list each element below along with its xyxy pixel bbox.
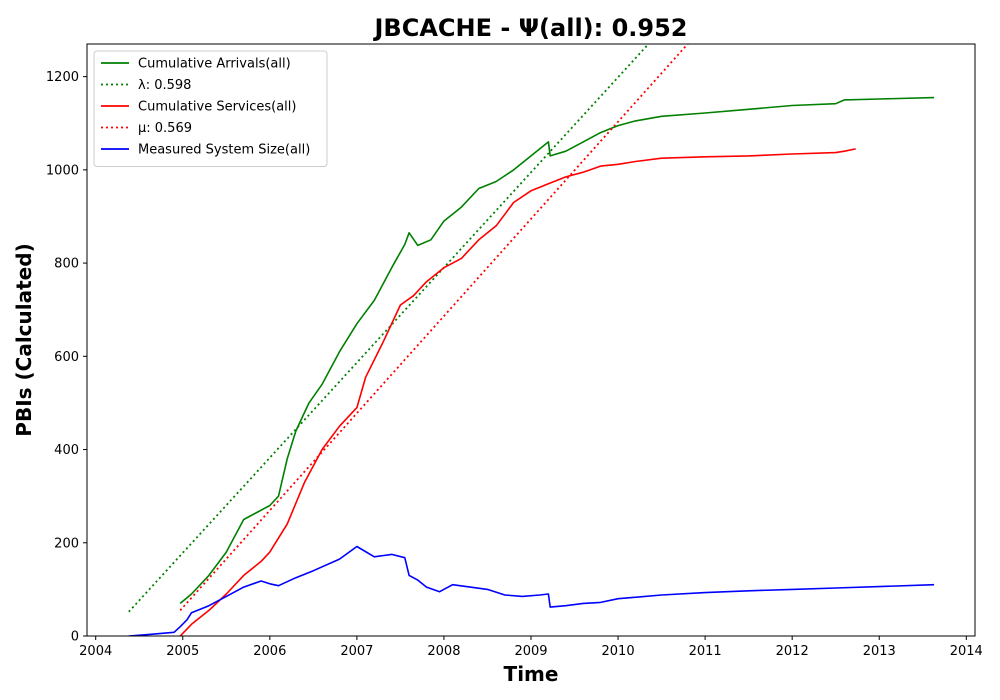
series-line-3 — [179, 44, 689, 612]
y-tick-label: 1000 — [46, 163, 79, 178]
legend-label-3: μ: 0.569 — [138, 121, 192, 136]
legend: Cumulative Arrivals(all) λ: 0.598 Cumulati… — [93, 50, 328, 167]
y-axis: 0 200 400 600 800 1000 1200 — [46, 70, 87, 645]
x-tick-label: 2011 — [689, 644, 722, 659]
y-tick-label: 400 — [54, 443, 79, 458]
series-line-4 — [128, 545, 935, 636]
x-tick-label: 2006 — [253, 644, 286, 659]
series-line-1 — [128, 44, 650, 613]
legend-label-1: λ: 0.598 — [138, 78, 191, 93]
y-tick-label: 600 — [54, 350, 79, 365]
x-axis: 2004 2005 2006 2007 2008 2009 2010 2011 2012 2013… — [79, 636, 983, 659]
y-axis-label: PBIs (Calculated) — [12, 243, 36, 436]
legend-label-2: Cumulative Services(all) — [138, 100, 296, 115]
series-line-2 — [179, 148, 856, 636]
x-axis-label: Time — [504, 662, 559, 686]
y-tick-label: 800 — [54, 257, 79, 272]
series-line-0 — [179, 96, 935, 605]
x-tick-label: 2005 — [166, 644, 199, 659]
x-tick-label: 2014 — [950, 644, 983, 659]
x-tick-label: 2007 — [340, 644, 373, 659]
legend-label-4: Measured System Size(all) — [138, 143, 310, 158]
plot-frame — [86, 43, 976, 637]
legend-box — [93, 50, 328, 167]
y-tick-label: 0 — [71, 630, 79, 645]
x-tick-label: 2004 — [79, 644, 112, 659]
y-tick-label: 200 — [54, 536, 79, 551]
x-tick-label: 2010 — [602, 644, 635, 659]
x-tick-label: 2009 — [514, 644, 547, 659]
y-tick-label: 1200 — [46, 70, 79, 85]
plot-area — [128, 44, 935, 636]
x-tick-label: 2013 — [863, 644, 896, 659]
legend-label-0: Cumulative Arrivals(all) — [138, 57, 291, 72]
x-tick-label: 2012 — [776, 644, 809, 659]
chart-title: JBCACHE - Ψ(all): 0.952 — [372, 14, 687, 42]
x-tick-label: 2008 — [427, 644, 460, 659]
